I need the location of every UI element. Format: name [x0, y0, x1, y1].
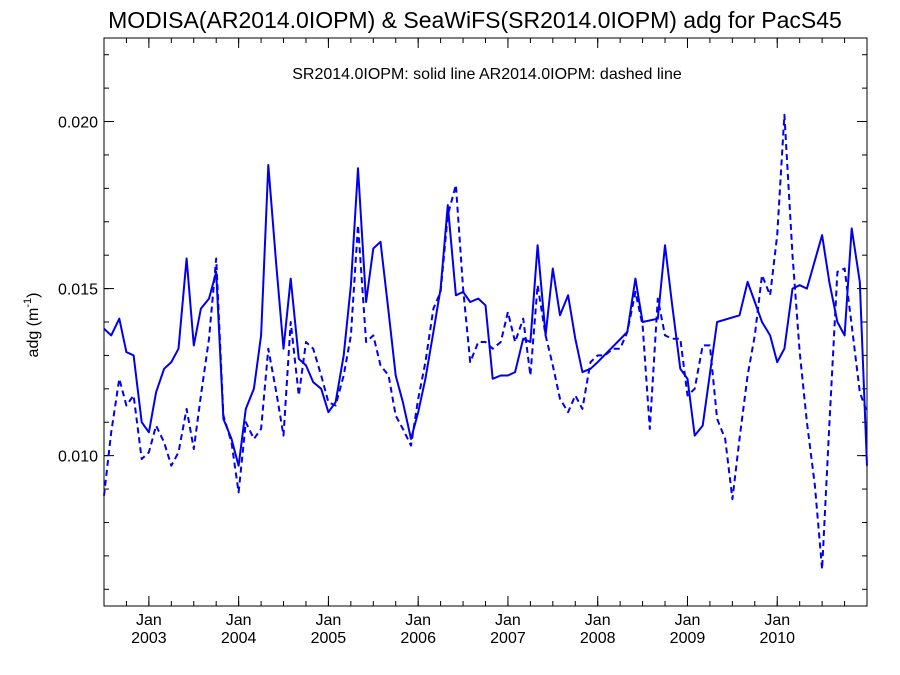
- x-tick-label-month: Jan: [585, 612, 611, 629]
- x-tick-label-month: Jan: [495, 612, 521, 629]
- legend-text: SR2014.0IOPM: solid line AR2014.0IOPM: d…: [292, 66, 682, 83]
- x-tick-label-month: Jan: [764, 612, 790, 629]
- x-tick-label-year: 2008: [580, 630, 616, 647]
- y-axis-label-close: ): [25, 293, 42, 298]
- y-axis-label: adg (m-1): [22, 293, 42, 358]
- x-tick-label-year: 2003: [131, 630, 167, 647]
- plot-area: 0.0100.0150.020Jan2003Jan2004Jan2005Jan2…: [58, 37, 868, 647]
- series-line-dashed: [103, 113, 868, 571]
- x-tick-label-month: Jan: [675, 612, 701, 629]
- chart-title: MODISA(AR2014.0IOPM) & SeaWiFS(SR2014.0I…: [108, 7, 842, 33]
- y-tick-label: 0.015: [58, 282, 98, 299]
- y-tick-label: 0.010: [58, 449, 98, 466]
- y-axis-label-main: adg (m: [25, 308, 42, 358]
- x-tick-label-year: 2004: [221, 630, 257, 647]
- x-tick-label-year: 2009: [670, 630, 706, 647]
- x-tick-label-year: 2005: [311, 630, 347, 647]
- x-tick-label-month: Jan: [226, 612, 252, 629]
- x-tick-label-year: 2006: [400, 630, 436, 647]
- x-tick-label-year: 2007: [490, 630, 526, 647]
- y-axis-label-superscript: -1: [22, 298, 34, 308]
- y-tick-label: 0.020: [58, 115, 98, 132]
- x-tick-label-month: Jan: [136, 612, 162, 629]
- x-tick-label-year: 2010: [759, 630, 795, 647]
- x-tick-label-month: Jan: [405, 612, 431, 629]
- x-tick-label-month: Jan: [316, 612, 342, 629]
